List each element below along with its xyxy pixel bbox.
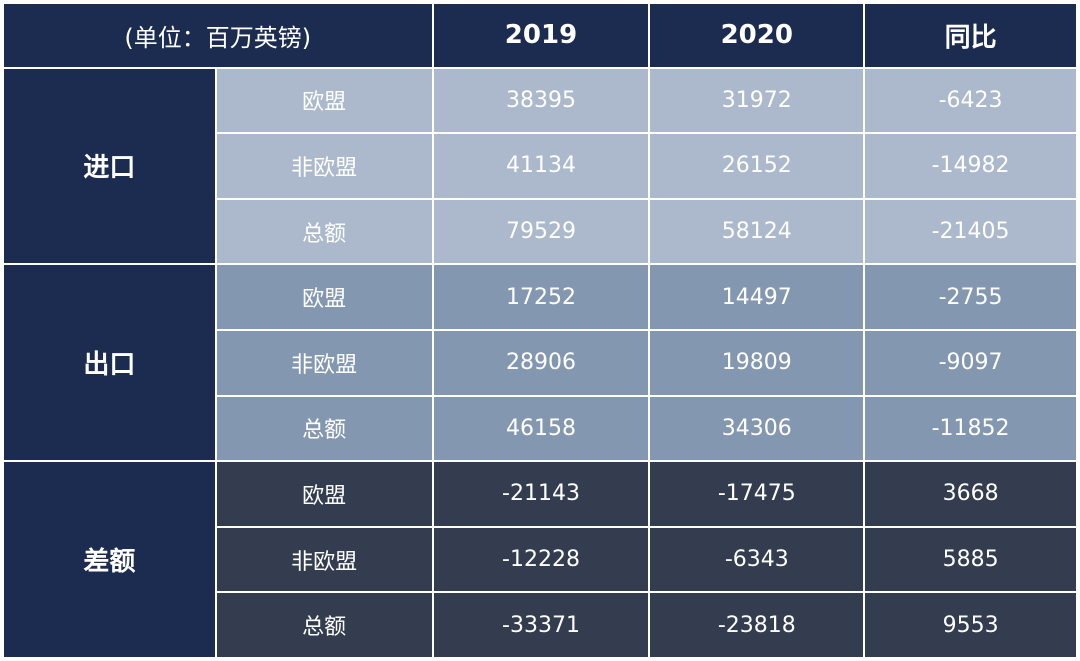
value-2019-cell: -12228 [433,527,649,592]
table-row: 进口 欧盟 38395 31972 -6423 [4,68,1076,264]
unit-label: (单位：百万英镑) [4,4,432,67]
category-cell: 非欧盟 [216,330,432,395]
table-row: 出口 欧盟 17252 14497 -2755 [4,265,1076,461]
category-cell: 总额 [216,593,432,657]
yoy-cell: -2755 [865,265,1076,329]
value-2019-cell: 38395 [433,68,649,133]
value-2019-cell: -21143 [433,462,649,526]
group-label-balance: 差额 [4,462,215,657]
header-row: (单位：百万英镑) 2019 2020 同比 [4,4,1076,67]
yoy-cell: -6423 [865,68,1076,133]
yoy-cell: -9097 [865,330,1076,395]
category-cell: 总额 [216,396,432,461]
value-2020-cell: 19809 [650,330,864,395]
value-2019-cell: 41134 [433,134,649,198]
table-row: 总额 46158 34306 -11852 [4,396,1076,461]
value-2019-cell: 79529 [433,199,649,264]
value-2020-cell: -23818 [650,593,864,657]
table-row: 总额 79529 58124 -21405 [4,199,1076,264]
yoy-cell: 9553 [865,593,1076,657]
value-2020-cell: 31972 [650,68,864,133]
value-2020-cell: -6343 [650,527,864,592]
value-2020-cell: 34306 [650,396,864,461]
yoy-cell: 3668 [865,462,1076,526]
value-2020-cell: 58124 [650,199,864,264]
yoy-cell: -14982 [865,134,1076,198]
category-cell: 欧盟 [216,68,432,133]
value-2019-cell: -33371 [433,593,649,657]
value-2019-cell: 28906 [433,330,649,395]
yoy-cell: -11852 [865,396,1076,461]
group-label-export: 出口 [4,265,215,461]
group-label-import: 进口 [4,68,215,264]
table-row: 非欧盟 41134 26152 -14982 [4,134,1076,198]
value-2020-cell: 26152 [650,134,864,198]
category-cell: 非欧盟 [216,134,432,198]
yoy-cell: -21405 [865,199,1076,264]
table-row: 非欧盟 -12228 -6343 5885 [4,527,1076,592]
category-cell: 欧盟 [216,462,432,526]
table-row: 总额 -33371 -23818 9553 [4,593,1076,657]
column-header-2019: 2019 [433,4,649,67]
value-2019-cell: 17252 [433,265,649,329]
yoy-cell: 5885 [865,527,1076,592]
column-header-yoy: 同比 [865,4,1076,67]
value-2019-cell: 46158 [433,396,649,461]
category-cell: 非欧盟 [216,527,432,592]
category-cell: 欧盟 [216,265,432,329]
value-2020-cell: -17475 [650,462,864,526]
category-cell: 总额 [216,199,432,264]
table-row: 差额 欧盟 -21143 -17475 3668 [4,462,1076,657]
table-row: 非欧盟 28906 19809 -9097 [4,330,1076,395]
column-header-2020: 2020 [650,4,864,67]
value-2020-cell: 14497 [650,265,864,329]
